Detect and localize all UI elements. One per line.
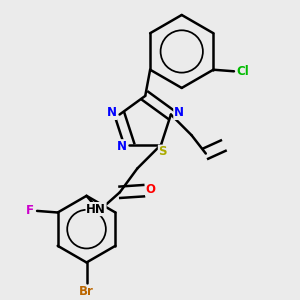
Text: HN: HN [86,202,106,216]
Text: Cl: Cl [236,65,249,78]
Text: N: N [174,106,184,119]
Text: O: O [146,183,156,196]
Text: S: S [158,145,167,158]
Text: N: N [116,140,127,153]
Text: F: F [26,204,34,218]
Text: Br: Br [79,286,94,298]
Text: N: N [107,106,117,119]
